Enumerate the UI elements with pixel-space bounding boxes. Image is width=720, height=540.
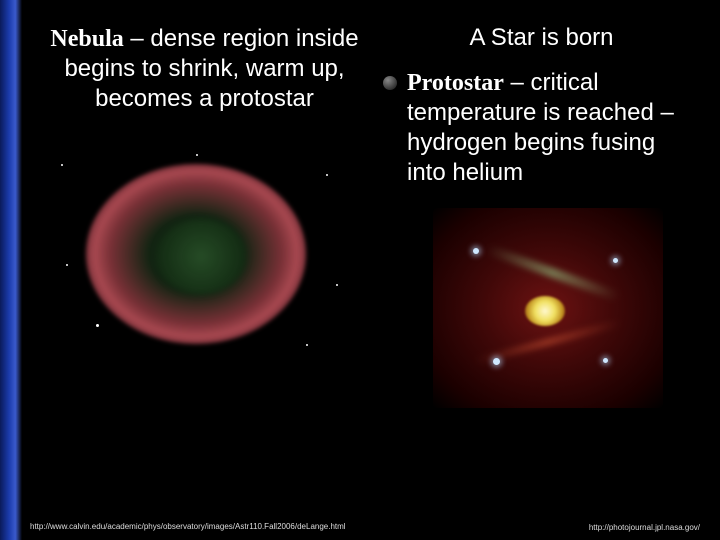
- left-credit: http://www.calvin.edu/academic/phys/obse…: [30, 523, 346, 532]
- left-column: Nebula – dense region inside begins to s…: [46, 24, 373, 530]
- protostar-text: Protostar – critical temperature is reac…: [407, 68, 700, 188]
- slide-accent-bar: [0, 0, 22, 540]
- slide-content: Nebula – dense region inside begins to s…: [22, 0, 720, 540]
- protostar-lead: Protostar: [407, 70, 504, 96]
- bullet-icon: [383, 76, 397, 90]
- nebula-image: [46, 144, 356, 374]
- nebula-lead: Nebula: [50, 26, 123, 52]
- protostar-bullet-row: Protostar – critical temperature is reac…: [383, 68, 700, 188]
- right-title: A Star is born: [383, 24, 700, 52]
- right-column: A Star is born Protostar – critical temp…: [373, 24, 700, 530]
- nebula-text: Nebula – dense region inside begins to s…: [46, 24, 363, 114]
- protostar-image: [433, 208, 663, 408]
- right-credit: http://photojournal.jpl.nasa.gov/: [589, 523, 700, 532]
